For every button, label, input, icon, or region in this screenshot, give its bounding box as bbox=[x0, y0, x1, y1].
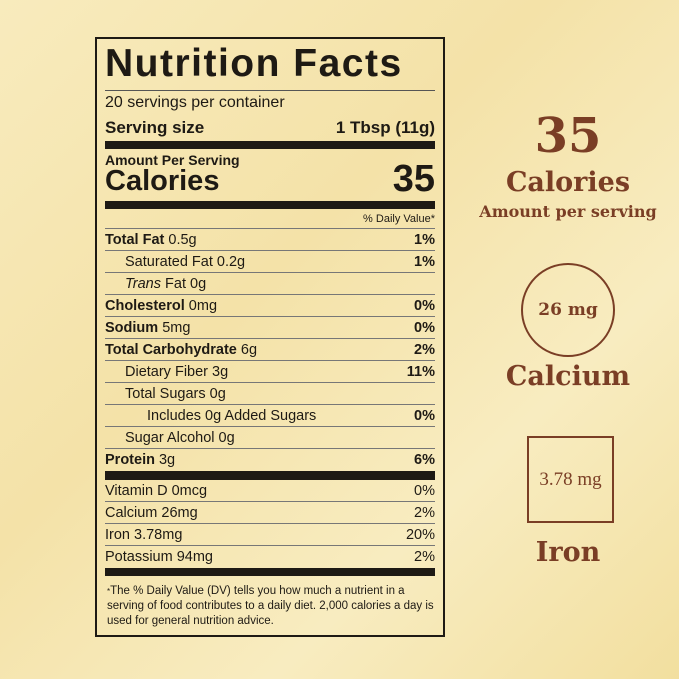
vitamin-name: Calcium 26mg bbox=[105, 504, 198, 521]
vitamin-name: Potassium 94mg bbox=[105, 549, 213, 565]
nutrient-dv: 6% bbox=[414, 452, 435, 468]
nutrient-row: Sugar Alcohol 0g bbox=[105, 427, 435, 449]
nutrient-name: Sodium bbox=[105, 319, 159, 336]
nutrient-dv: 2% bbox=[414, 341, 435, 358]
divider bbox=[105, 201, 435, 209]
nutrient-amount: 0mg bbox=[188, 297, 218, 314]
iron-square: 3.78 mg bbox=[527, 436, 614, 523]
nutrient-amount: 0.5g bbox=[168, 231, 197, 248]
highlight-calories-value: 35 bbox=[534, 108, 602, 164]
vitamin-dv: 2% bbox=[414, 549, 435, 565]
vitamin-dv: 20% bbox=[405, 526, 435, 543]
calories-row: Calories 35 bbox=[105, 160, 435, 198]
nutrient-name: Dietary Fiber bbox=[125, 363, 208, 380]
serving-size-value: 1 Tbsp (11g) bbox=[335, 118, 435, 137]
nutrient-amount: 3g bbox=[212, 363, 229, 380]
nutrient-amount: 0g bbox=[209, 385, 226, 402]
divider bbox=[105, 568, 435, 576]
dv-header: % Daily Value* bbox=[105, 209, 435, 229]
nutrient-name: Saturated Fat bbox=[125, 253, 213, 270]
nutrient-name: Total Fat bbox=[105, 231, 165, 248]
nutrient-dv: 11% bbox=[406, 363, 435, 380]
nutrient-name: Trans bbox=[125, 275, 161, 292]
nutrient-row: Protein 3g 6% bbox=[105, 449, 435, 471]
nutrient-row: Saturated Fat 0.2g 1% bbox=[105, 251, 435, 273]
vitamin-dv: 0% bbox=[414, 482, 435, 499]
amount-per-serving: Amount Per Serving bbox=[105, 152, 240, 168]
calcium-label: Calcium bbox=[505, 361, 631, 392]
nutrient-name: Cholesterol bbox=[105, 297, 185, 314]
nutrient-amount: 6g bbox=[240, 341, 258, 358]
vitamin-dv: 2% bbox=[414, 504, 435, 521]
nutrient-row: Total Sugars 0g bbox=[105, 383, 435, 405]
nutrient-name: Total Sugars bbox=[125, 385, 206, 402]
nutrient-row: Sodium 5mg 0% bbox=[105, 317, 435, 339]
nutrient-name: Sugar Alcohol bbox=[125, 429, 215, 446]
nutrient-row: Trans Fat 0g bbox=[105, 273, 435, 295]
nutrient-row: Includes 0g Added Sugars 0% bbox=[105, 405, 435, 427]
nutrient-row: Cholesterol 0mg 0% bbox=[105, 295, 435, 317]
vitamin-name: Iron 3.78mg bbox=[105, 526, 183, 543]
vitamin-name: Vitamin D 0mcg bbox=[105, 482, 208, 499]
nutrient-amount: 0g bbox=[218, 429, 235, 446]
calories-value: 35 bbox=[392, 158, 435, 200]
nutrient-dv: 0% bbox=[414, 407, 435, 424]
iron-label: Iron bbox=[535, 537, 601, 568]
nutrient-amount: 3g bbox=[158, 452, 176, 468]
nutrient-dv: 0% bbox=[414, 297, 435, 314]
highlight-calories-label: Calories bbox=[505, 167, 631, 198]
vitamin-row: Vitamin D 0mcg 0% bbox=[105, 480, 435, 502]
iron-value: 3.78 mg bbox=[539, 468, 602, 490]
nutrient-amount: 5mg bbox=[162, 319, 191, 336]
nutrient-name: Total Carbohydrate bbox=[105, 341, 237, 358]
serving-size-label: Serving size bbox=[105, 118, 205, 137]
label-title: Nutrition Facts bbox=[105, 39, 435, 91]
nutrient-name: Includes 0g Added Sugars bbox=[147, 407, 317, 424]
nutrient-amount: 0.2g bbox=[216, 253, 246, 270]
highlight-calories-sub: Amount per serving bbox=[479, 202, 657, 221]
calories-label: Calories bbox=[105, 165, 220, 197]
footnote: *The % Daily Value (DV) tells you how mu… bbox=[105, 576, 435, 629]
nutrient-dv: 1% bbox=[414, 253, 435, 270]
footnote-star: * bbox=[107, 587, 111, 596]
footnote-text: The % Daily Value (DV) tells you how muc… bbox=[107, 585, 434, 627]
nutrient-dv: 0% bbox=[414, 319, 435, 336]
vitamin-row: Calcium 26mg 2% bbox=[105, 502, 435, 524]
nutrition-facts-label: Nutrition Facts 20 servings per containe… bbox=[95, 37, 445, 637]
nutrient-amount: Fat 0g bbox=[165, 275, 207, 292]
nutrient-row: Dietary Fiber 3g 11% bbox=[105, 361, 435, 383]
vitamin-row: Potassium 94mg 2% bbox=[105, 546, 435, 568]
nutrient-name: Protein bbox=[105, 452, 155, 468]
nutrient-dv: 1% bbox=[414, 231, 435, 248]
serving-size-row: Serving size 1 Tbsp (11g) bbox=[105, 115, 435, 141]
nutrient-row: Total Fat 0.5g 1% bbox=[105, 229, 435, 251]
servings-text: 20 servings per container bbox=[105, 94, 285, 111]
calcium-circle: 26 mg bbox=[521, 263, 615, 357]
divider bbox=[105, 141, 435, 149]
servings-per-container: 20 servings per container bbox=[105, 91, 435, 115]
nutrient-row: Total Carbohydrate 6g 2% bbox=[105, 339, 435, 361]
vitamin-row: Iron 3.78mg 20% bbox=[105, 524, 435, 546]
calcium-value: 26 mg bbox=[538, 300, 598, 320]
divider bbox=[105, 471, 435, 480]
